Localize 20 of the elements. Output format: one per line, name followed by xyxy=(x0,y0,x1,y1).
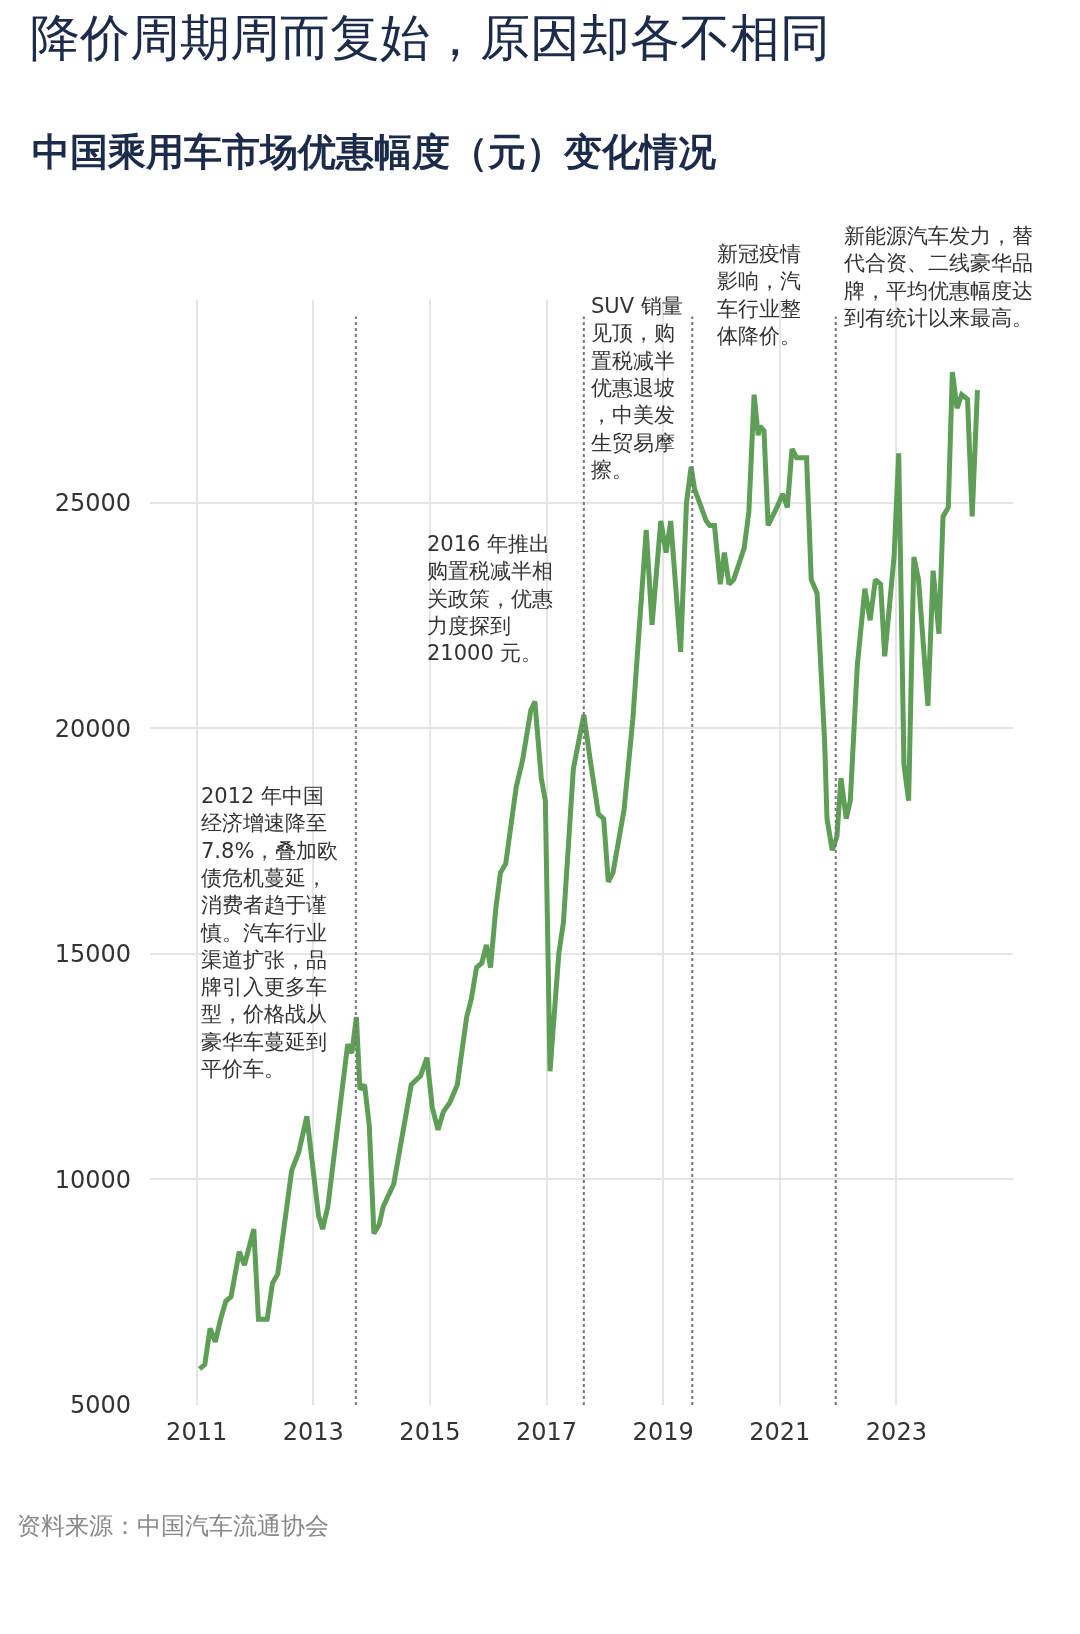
x-tick-label: 2023 xyxy=(865,1418,927,1446)
x-tick-label: 2015 xyxy=(399,1418,461,1446)
annotation: 新冠疫情影响，汽车行业整体降价。 xyxy=(717,242,801,348)
x-tick-label: 2017 xyxy=(515,1418,578,1446)
chart-subtitle: 中国乘用车市场优惠幅度（元）变化情况 xyxy=(32,130,716,174)
text: 资料来源：中国汽车流通协会 xyxy=(17,1512,329,1540)
x-tick-label: 2021 xyxy=(749,1418,811,1446)
y-tick-label: 25000 xyxy=(54,489,131,518)
annotation: 新能源汽车发力，替代合资、二线豪华品牌，平均优惠幅度达到有统计以来最高。 xyxy=(843,224,1033,330)
text: 2012 年中国经济增速降至7.8%，叠加欧债危机蔓延，消费者趋于谨慎。汽车行业渠道扩张，品牌引入更多车型，价格战从豪华车蔓延到平价车。 xyxy=(201,784,339,1081)
y-tick-label: 5000 xyxy=(69,1391,131,1420)
y-tick-label: 15000 xyxy=(54,940,131,969)
x-tick-label: 2019 xyxy=(632,1418,694,1446)
chart-title: 降价周期周而复始，原因却各不相同 xyxy=(30,9,830,67)
y-tick-label: 20000 xyxy=(54,714,131,743)
annotation: 2016 年推出购置税减半相关政策，优惠力度探到21000 元。 xyxy=(427,532,553,666)
y-tick-label: 10000 xyxy=(54,1165,131,1194)
annotation: SUV 销量见顶，购置税减半优惠退坡，中美发生贸易摩擦。 xyxy=(591,294,683,482)
x-tick-label: 2013 xyxy=(282,1418,344,1446)
x-tick-label: 2011 xyxy=(166,1418,228,1446)
